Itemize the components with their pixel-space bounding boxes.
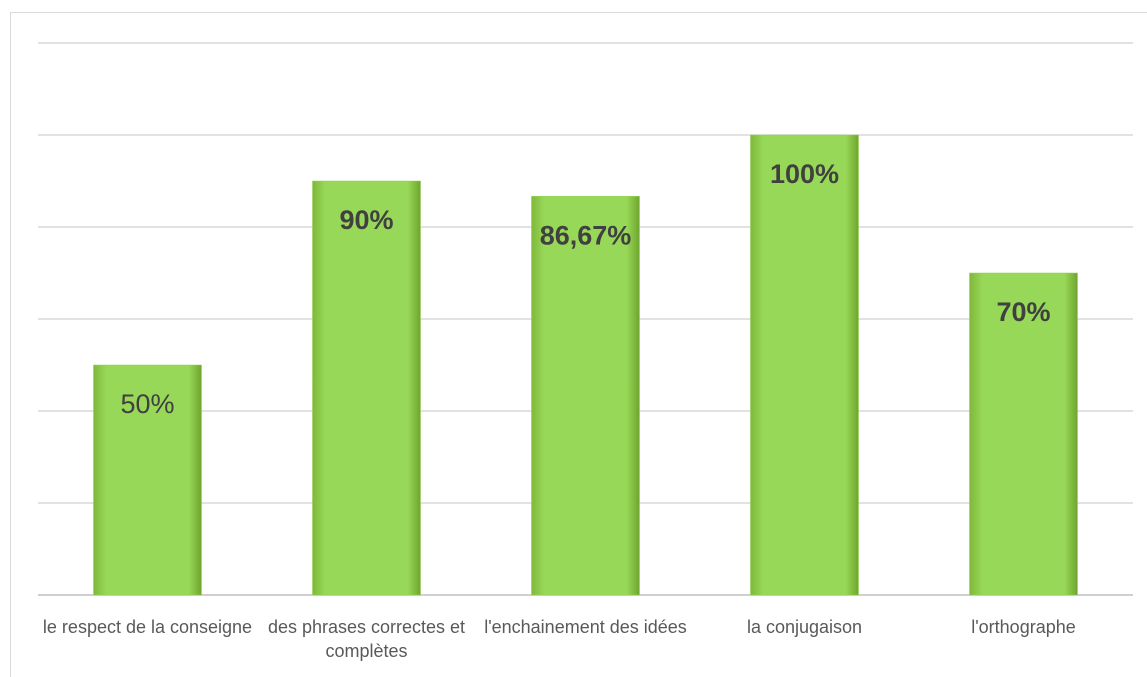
value-label: 70% xyxy=(996,297,1050,327)
x-tick-label: la conjugaison xyxy=(746,617,863,637)
x-tick-label: des phrases correctes et complètes xyxy=(267,617,466,661)
value-label: 86,67% xyxy=(540,220,632,250)
value-label: 100% xyxy=(770,159,839,189)
value-label: 50% xyxy=(120,389,174,419)
bar xyxy=(531,196,640,596)
bar xyxy=(750,134,859,596)
bar xyxy=(969,272,1078,596)
value-label: 90% xyxy=(339,205,393,235)
x-tick-label: l'enchainement des idées xyxy=(484,617,687,637)
bar xyxy=(312,180,421,596)
x-tick-label: le respect de la conseigne xyxy=(42,617,253,637)
chart-border xyxy=(10,12,1147,677)
bar xyxy=(93,364,202,596)
x-tick-label: l'orthographe xyxy=(971,617,1076,637)
